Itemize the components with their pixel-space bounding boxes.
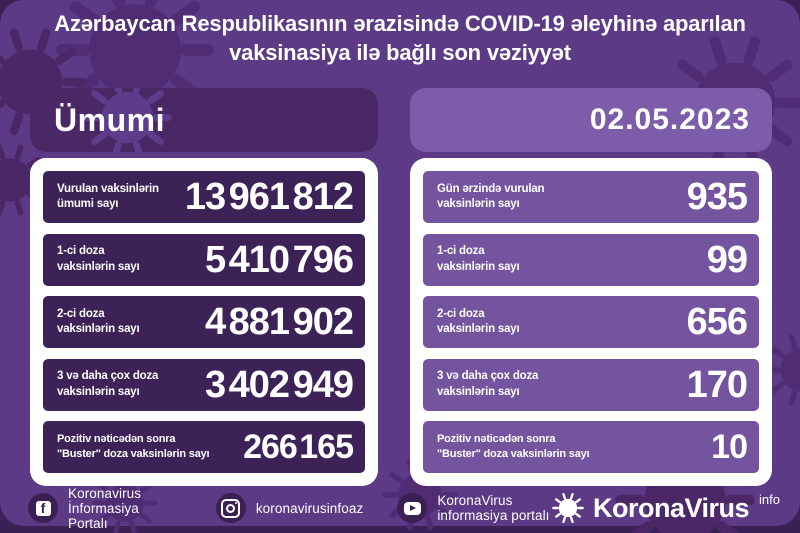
instagram-link: koronavirusinfoaz (215, 493, 364, 523)
page-title-line1: Azərbaycan Respublikasının ərazisində CO… (54, 11, 746, 36)
stat-label: 1-ci doza vaksinlərin sayı (57, 245, 140, 273)
stat-row: 3 və daha çox doza vaksinlərin sayı 3 40… (43, 358, 365, 411)
left-panel-header: Ümumi (30, 88, 378, 152)
stat-label: 3 və daha çox doza vaksinlərin sayı (57, 370, 159, 398)
stat-value: 13 961 812 (184, 176, 354, 218)
instagram-icon (215, 493, 246, 523)
stat-label: 3 və daha çox doza vaksinlərin sayı (437, 370, 539, 398)
facebook-icon (28, 493, 58, 523)
page-title-line2: vaksinasiya ilə bağlı son vəziyyət (229, 40, 571, 65)
stat-value: 656 (686, 301, 748, 343)
stat-row: 1-ci doza vaksinlərin sayı 99 (423, 233, 759, 286)
stat-value: 4 881 902 (204, 301, 354, 343)
stat-label: 2-ci doza vaksinlərin sayı (437, 307, 520, 335)
stat-value: 10 (711, 428, 748, 466)
instagram-label: koronavirusinfoaz (255, 500, 364, 516)
koronavirus-logo: KoronaVirus info (551, 491, 780, 525)
stat-row: 2-ci doza vaksinlərin sayı 4 881 902 (43, 296, 365, 348)
stat-row: 1-ci doza vaksinlərin sayı 5 410 796 (43, 233, 365, 286)
stat-row: Pozitiv nəticədən sonra "Buster" doza va… (43, 421, 365, 473)
left-panel-card: Vurulan vaksinlərin ümumi sayı 13 961 81… (30, 158, 378, 486)
stat-label: Pozitiv nəticədən sonra "Buster" doza va… (57, 433, 210, 460)
stat-label: Vurulan vaksinlərin ümumi sayı (57, 182, 159, 210)
stat-value: 266 165 (243, 428, 354, 466)
stat-value: 99 (706, 238, 748, 281)
date-label: 02.05.2023 (589, 103, 750, 136)
youtube-label: KoronaVirus informasiya portalı (437, 493, 550, 523)
footer: Koronavirus İnformasiya Portalı koronavi… (0, 486, 800, 531)
right-panel-card: Gün ərzində vurulan vaksinlərin sayı 935… (410, 158, 772, 486)
virus-icon (552, 492, 584, 524)
stat-row: Gün ərzində vurulan vaksinlərin sayı 935 (423, 171, 759, 223)
right-panel-header: 02.05.2023 (410, 88, 772, 152)
facebook-label: Koronavirus İnformasiya Portalı (68, 485, 142, 531)
stat-label: 2-ci doza vaksinlərin sayı (57, 307, 140, 335)
stat-row: Vurulan vaksinlərin ümumi sayı 13 961 81… (43, 171, 365, 223)
stat-label: 1-ci doza vaksinlərin sayı (437, 245, 520, 273)
logo-superscript: info (759, 491, 780, 507)
stat-value: 170 (686, 363, 748, 406)
left-panel-title: Ümumi (54, 102, 165, 138)
stat-row: 2-ci doza vaksinlərin sayı 656 (423, 296, 759, 348)
page-title: Azərbaycan Respublikasının ərazisində CO… (0, 9, 800, 67)
stat-label: Pozitiv nəticədən sonra "Buster" doza va… (437, 433, 590, 460)
stat-value: 5 410 796 (204, 238, 354, 281)
logo-text: KoronaVirus (592, 492, 750, 523)
youtube-icon (397, 493, 428, 523)
youtube-link: KoronaVirus informasiya portalı (397, 493, 551, 523)
facebook-link: Koronavirus İnformasiya Portalı (28, 486, 182, 531)
stat-row: Pozitiv nəticədən sonra "Buster" doza va… (423, 421, 759, 473)
stat-label: Gün ərzində vurulan vaksinlərin sayı (437, 182, 545, 210)
stat-value: 935 (686, 176, 748, 218)
stat-value: 3 402 949 (204, 363, 354, 406)
stat-row: 3 və daha çox doza vaksinlərin sayı 170 (423, 358, 759, 411)
